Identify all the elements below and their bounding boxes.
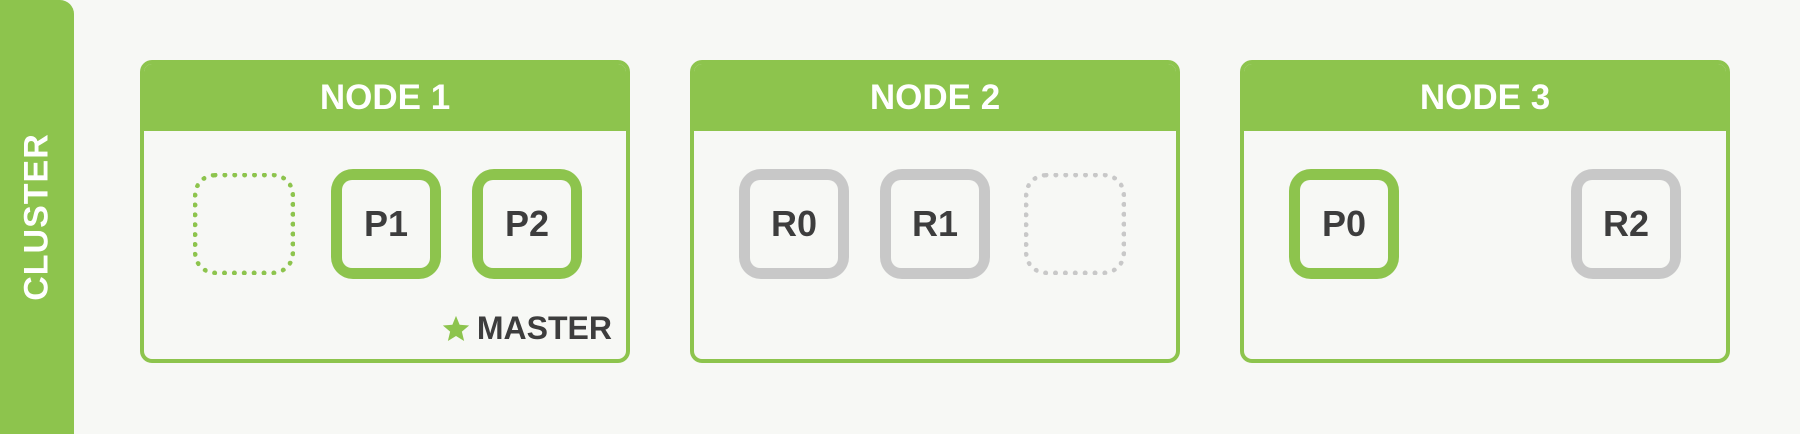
shard-label: R0 [750,180,838,268]
shard-label: P2 [483,180,571,268]
node-1: NODE 1 P1 P2 MASTER [140,60,630,363]
star-icon [442,315,470,341]
replica-shard-r1: R1 [880,169,990,279]
node-2-title: NODE 2 [694,64,1176,131]
master-label: MASTER [476,310,612,346]
replica-shard-r0: R0 [739,169,849,279]
empty-shard-slot [193,173,295,275]
shard-label: P0 [1300,180,1388,268]
master-badge: MASTER [441,310,612,347]
node-2: NODE 2 R0 R1 [690,60,1180,363]
shard-label: P1 [342,180,430,268]
primary-shard-p2: P2 [472,169,582,279]
primary-shard-p1: P1 [331,169,441,279]
node-3: NODE 3 P0 R2 [1240,60,1730,363]
cluster-sidebar: CLUSTER [0,0,74,434]
node-1-title: NODE 1 [144,64,626,131]
replica-shard-r2: R2 [1571,169,1681,279]
shard-label: R1 [891,180,979,268]
primary-shard-p0: P0 [1289,169,1399,279]
empty-shard-slot [1024,173,1126,275]
cluster-label: CLUSTER [17,133,56,301]
node-3-title: NODE 3 [1244,64,1726,131]
shard-label: R2 [1582,180,1670,268]
